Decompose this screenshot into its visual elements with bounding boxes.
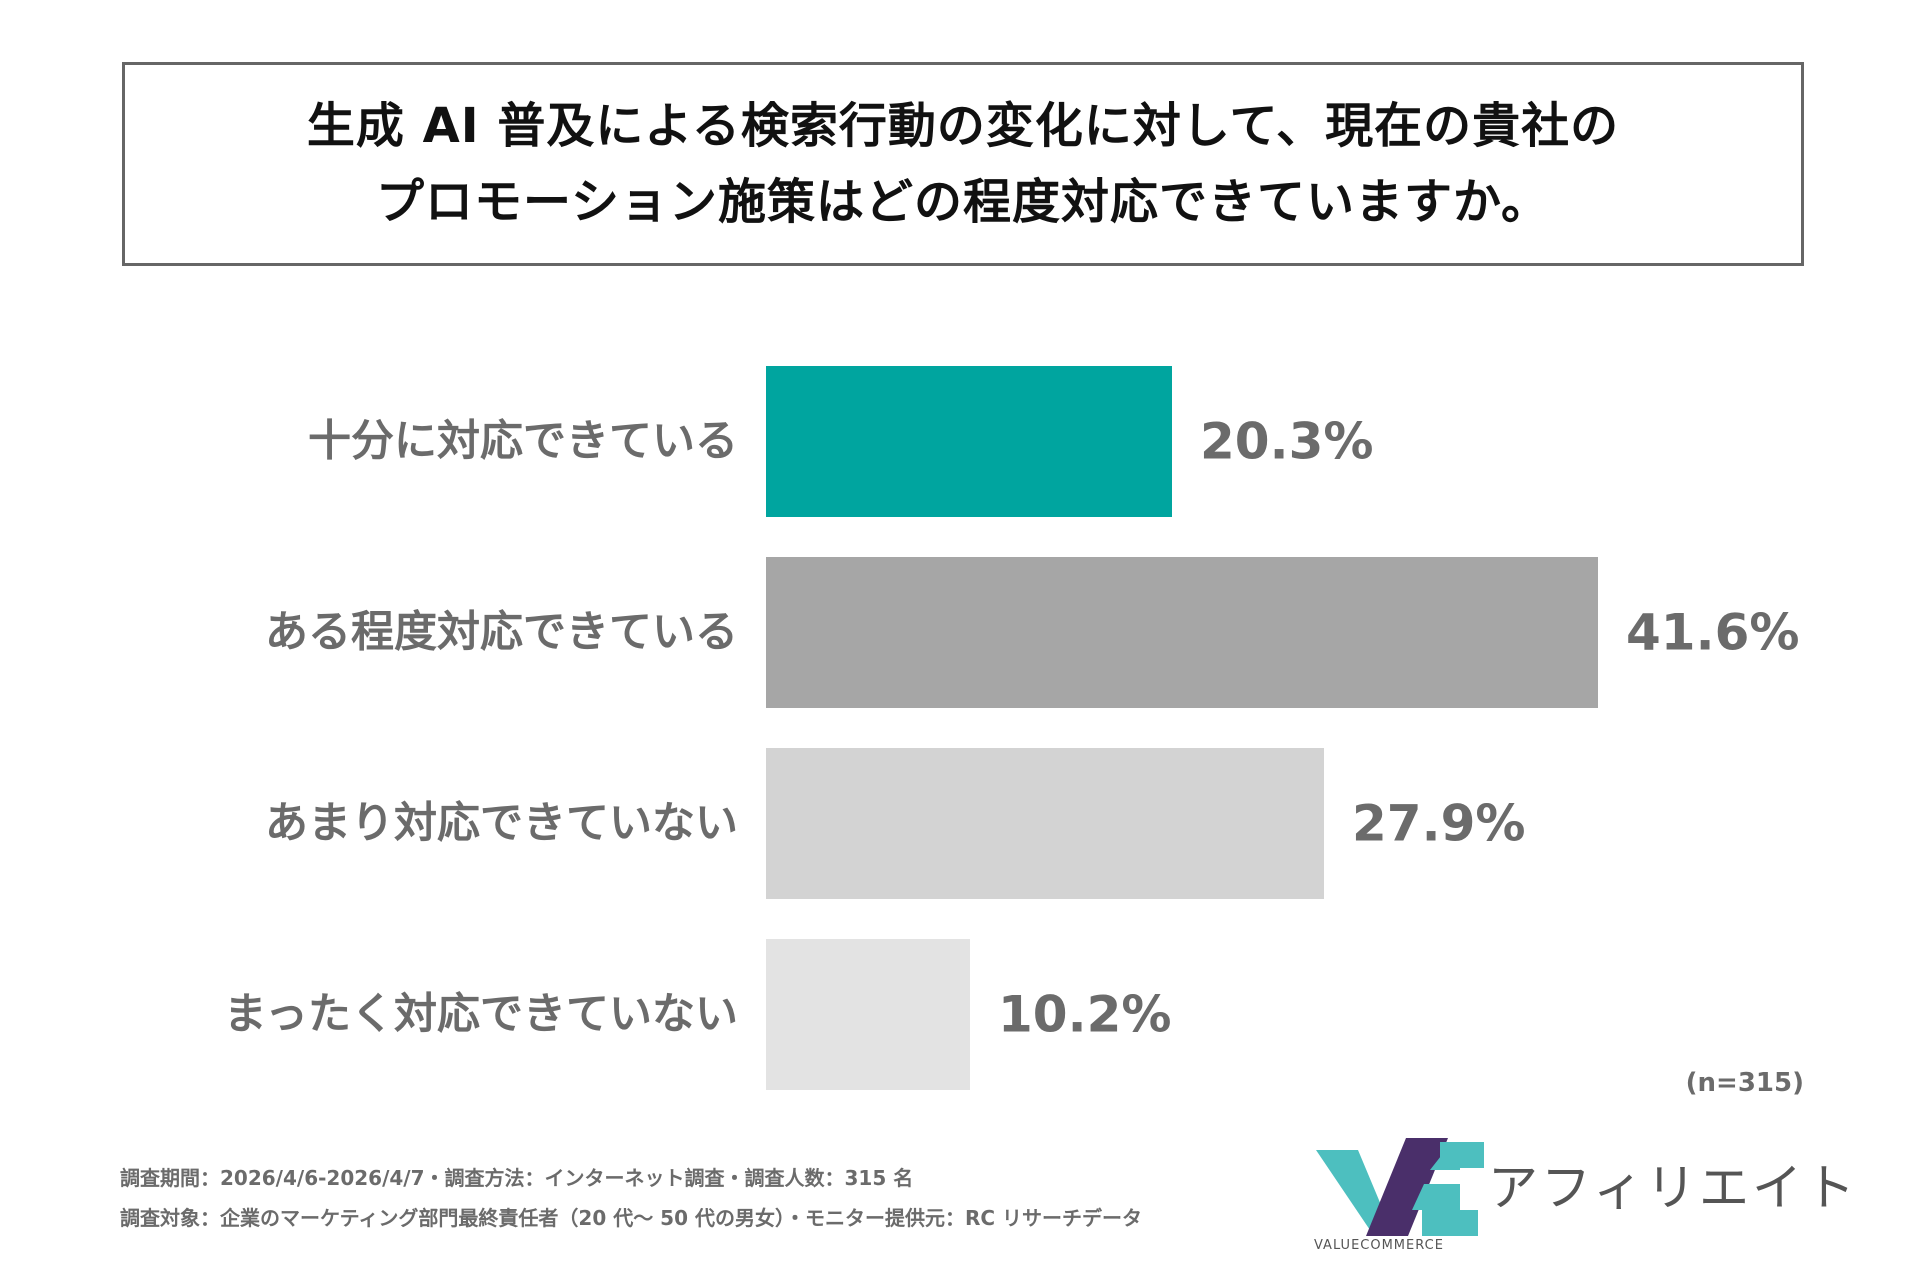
title-box: 生成 AI 普及による検索行動の変化に対して、現在の貴社の プロモーション施策は… [122, 62, 1804, 266]
logo-brand: VALUECOMMERCE [1314, 1238, 1444, 1253]
bar [766, 939, 970, 1090]
bar-chart: 十分に対応できている 20.3% ある程度対応できている 41.6% あまり対応できてい… [224, 366, 1799, 1090]
footnote-survey-info: 調査期間：2026/4/6-2026/4/7・調査方法：インターネット調査・調査… [120, 1166, 914, 1190]
logo-purple-mark [1366, 1138, 1448, 1236]
valuecommerce-logo [1316, 1138, 1484, 1236]
title-line-2: プロモーション施策はどの程度対応できていますか。 [375, 174, 1551, 230]
logo-teal-top [1440, 1142, 1484, 1168]
logo-teal-bottom [1422, 1210, 1478, 1236]
logo-teal-left [1316, 1150, 1394, 1236]
title-line-1: 生成 AI 普及による検索行動の変化に対して、現在の貴社の [306, 98, 1620, 154]
bar [766, 366, 1172, 517]
value-label: 10.2% [998, 986, 1171, 1044]
logo-wordmark: アフィリエイト [1488, 1159, 1858, 1217]
category-label: 十分に対応できている [308, 417, 738, 467]
value-label: 20.3% [1200, 413, 1373, 471]
bar [766, 557, 1598, 708]
category-label: ある程度対応できている [265, 608, 738, 658]
bar [766, 748, 1324, 899]
category-label: あまり対応できていない [265, 799, 738, 849]
value-label: 27.9% [1352, 795, 1525, 853]
footnote-survey-target: 調査対象：企業のマーケティング部門最終責任者（20 代～ 50 代の男女）・モニ… [120, 1206, 1142, 1230]
value-label: 41.6% [1626, 604, 1799, 662]
category-label: まったく対応できていない [224, 990, 738, 1040]
sample-size-label: (n=315) [1685, 1068, 1804, 1098]
